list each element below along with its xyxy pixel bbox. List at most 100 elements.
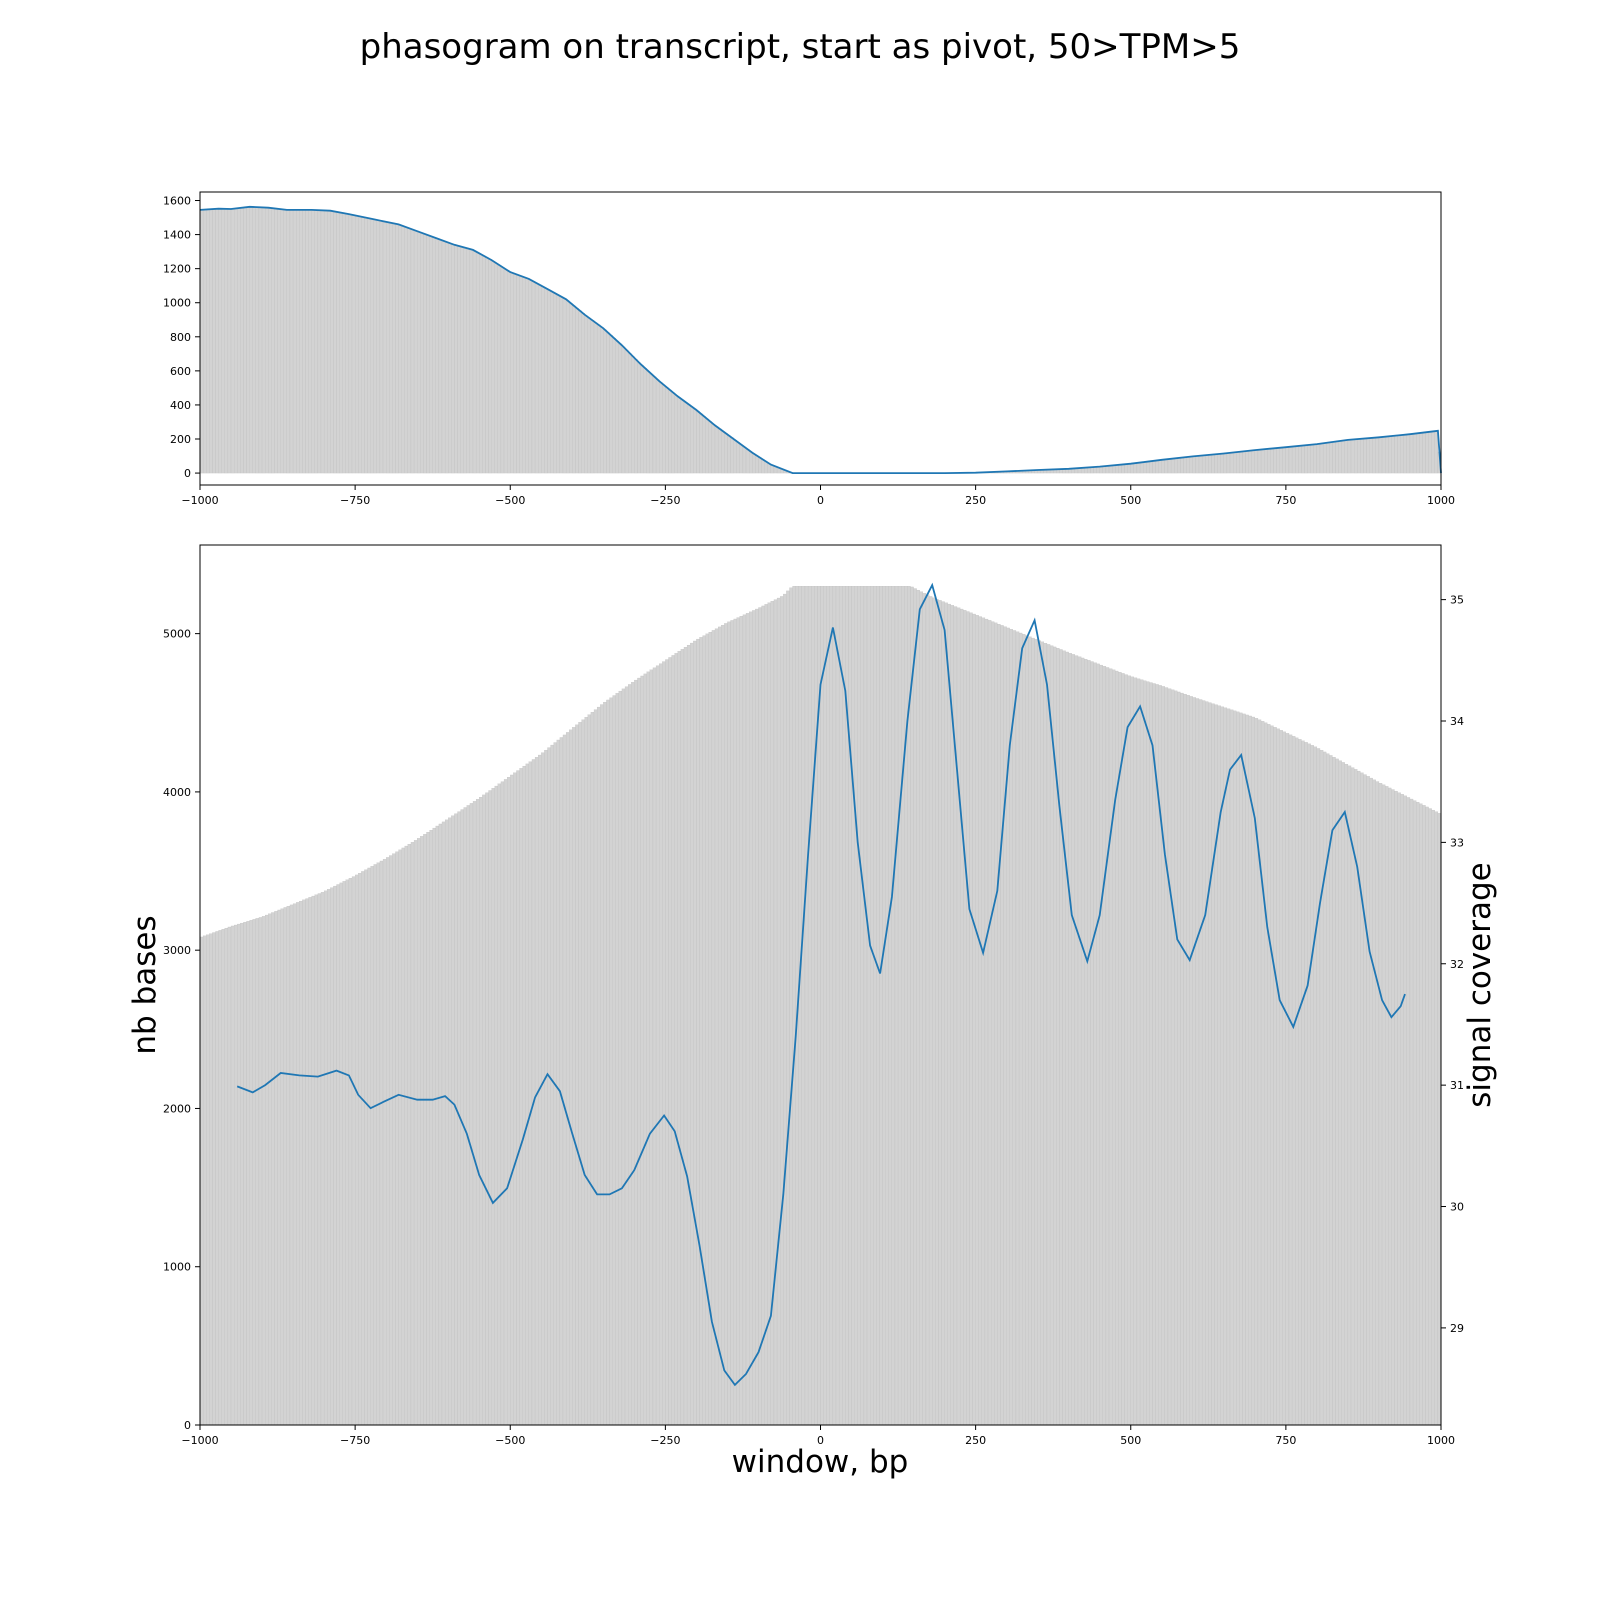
top-bar-353	[1295, 445, 1299, 474]
bottom-bar-64	[398, 849, 402, 1426]
bottom-bar-49	[351, 876, 356, 1426]
top-bar-18	[255, 207, 260, 474]
bottom-bar-229	[910, 586, 914, 1426]
bottom-bar-40	[323, 890, 328, 1426]
bottom-bar-255	[991, 621, 995, 1426]
bottom-bar-144	[646, 671, 650, 1426]
bottom-bar-125	[587, 714, 592, 1426]
bottom-bar-358	[1310, 745, 1314, 1426]
top-bar-80	[448, 242, 452, 474]
top-bar-331	[1226, 452, 1231, 474]
top-bar-120	[572, 305, 576, 474]
top-bar-323	[1201, 455, 1206, 474]
bottom-bar-210	[851, 586, 855, 1426]
bottom-bar-94	[491, 788, 495, 1426]
bottom-bar-140	[634, 679, 638, 1426]
top-bar-119	[569, 303, 573, 474]
bottom-bar-70	[417, 838, 421, 1426]
top-bar-361	[1319, 443, 1324, 474]
top-bar-130	[603, 329, 607, 474]
bottom-bar-191	[792, 586, 796, 1426]
bottom-bar-252	[981, 617, 986, 1426]
top-bar-346	[1273, 448, 1277, 474]
bottom-bar-22	[268, 913, 272, 1426]
bottom-bar-239	[941, 601, 945, 1426]
bottom-bar-338	[1248, 715, 1252, 1426]
top-xtick-label: 1000	[1427, 494, 1455, 507]
bottom-bar-246	[963, 610, 967, 1426]
top-bar-36	[311, 209, 315, 474]
top-bar-334	[1236, 451, 1240, 474]
top-bar-65	[401, 225, 405, 474]
bottom-bar-353	[1295, 737, 1299, 1426]
top-bar-99	[507, 270, 511, 474]
bottom-bar-389	[1406, 797, 1411, 1426]
bottom-bar-89	[475, 799, 480, 1426]
top-bar-27	[283, 209, 287, 474]
bottom-bar-165	[711, 630, 716, 1426]
top-ytick-tick-label: 1000	[163, 297, 191, 310]
top-bar-339	[1251, 450, 1255, 474]
bottom-bar-139	[631, 682, 635, 1426]
top-bar-166	[714, 426, 719, 474]
bottom-bar-343	[1264, 722, 1268, 1426]
top-bar-379	[1375, 437, 1380, 474]
top-bar-56	[373, 219, 377, 474]
top-bar-360	[1316, 443, 1321, 474]
bottom-bar-105	[525, 763, 529, 1426]
bottom-bar-205	[835, 586, 840, 1426]
top-x-ticks: −1000 −750 −500 −250 0 250 500 750 1000	[181, 485, 1455, 507]
top-bar-86	[466, 248, 471, 474]
bottom-bar-374	[1360, 772, 1364, 1426]
bottom-bar-137	[624, 686, 629, 1426]
bottom-bar-220	[882, 586, 886, 1426]
top-bar-51	[358, 216, 362, 474]
bottom-bar-209	[848, 586, 852, 1426]
top-xtick-label: 500	[1120, 494, 1141, 507]
bottom-bar-142	[640, 675, 644, 1426]
top-bar-347	[1276, 447, 1280, 474]
bottom-bar-352	[1291, 736, 1296, 1426]
top-bar-369	[1344, 439, 1349, 474]
bottom-bar-271	[1040, 641, 1045, 1426]
bottom-bar-107	[531, 759, 536, 1426]
bottom-bar-392	[1416, 802, 1420, 1426]
top-bar-9	[227, 208, 232, 474]
bottom-bar-97	[500, 781, 505, 1426]
bottom-bar-182	[764, 604, 768, 1426]
bottom-bar-30	[292, 903, 297, 1426]
top-bar-63	[395, 223, 399, 474]
bottom-bar-100	[510, 774, 514, 1426]
bottom-bar-375	[1363, 774, 1367, 1426]
bottom-bar-60	[386, 857, 390, 1426]
top-bar-364	[1329, 442, 1333, 474]
top-bar-25	[277, 208, 281, 474]
y2-axis-label: signal coverage	[1462, 862, 1498, 1107]
bottom-bar-36	[311, 895, 315, 1426]
bottom-y2-ticks: 29 30 31 32 33 34 35	[1441, 594, 1464, 1335]
top-bar-139	[631, 356, 635, 474]
bottom-bar-12	[237, 923, 241, 1426]
top-bar-158	[690, 406, 694, 474]
top-bar-356	[1304, 445, 1308, 474]
top-bar-302	[1136, 462, 1141, 474]
top-bar-367	[1338, 440, 1342, 474]
top-bar-370	[1347, 439, 1352, 474]
bottom-bar-206	[838, 586, 843, 1426]
bottom-bar-319	[1189, 696, 1193, 1426]
top-bar-384	[1391, 435, 1395, 474]
bottom-bar-291	[1102, 666, 1107, 1426]
top-bar-61	[389, 222, 393, 474]
bottom-bar-172	[733, 618, 737, 1426]
top-bar-137	[624, 349, 629, 474]
top-bar-107	[531, 281, 536, 474]
bottom-bar-112	[547, 747, 551, 1426]
top-bar-330	[1223, 453, 1228, 474]
top-ytick-tick-label: 400	[170, 399, 191, 412]
top-bar-391	[1412, 433, 1417, 474]
bottom-bar-236	[932, 597, 936, 1426]
bottom-bar-186	[776, 597, 781, 1426]
bottom-bar-33	[302, 899, 306, 1426]
bottom-bar-367	[1338, 760, 1342, 1426]
bottom-bar-133	[612, 695, 616, 1426]
